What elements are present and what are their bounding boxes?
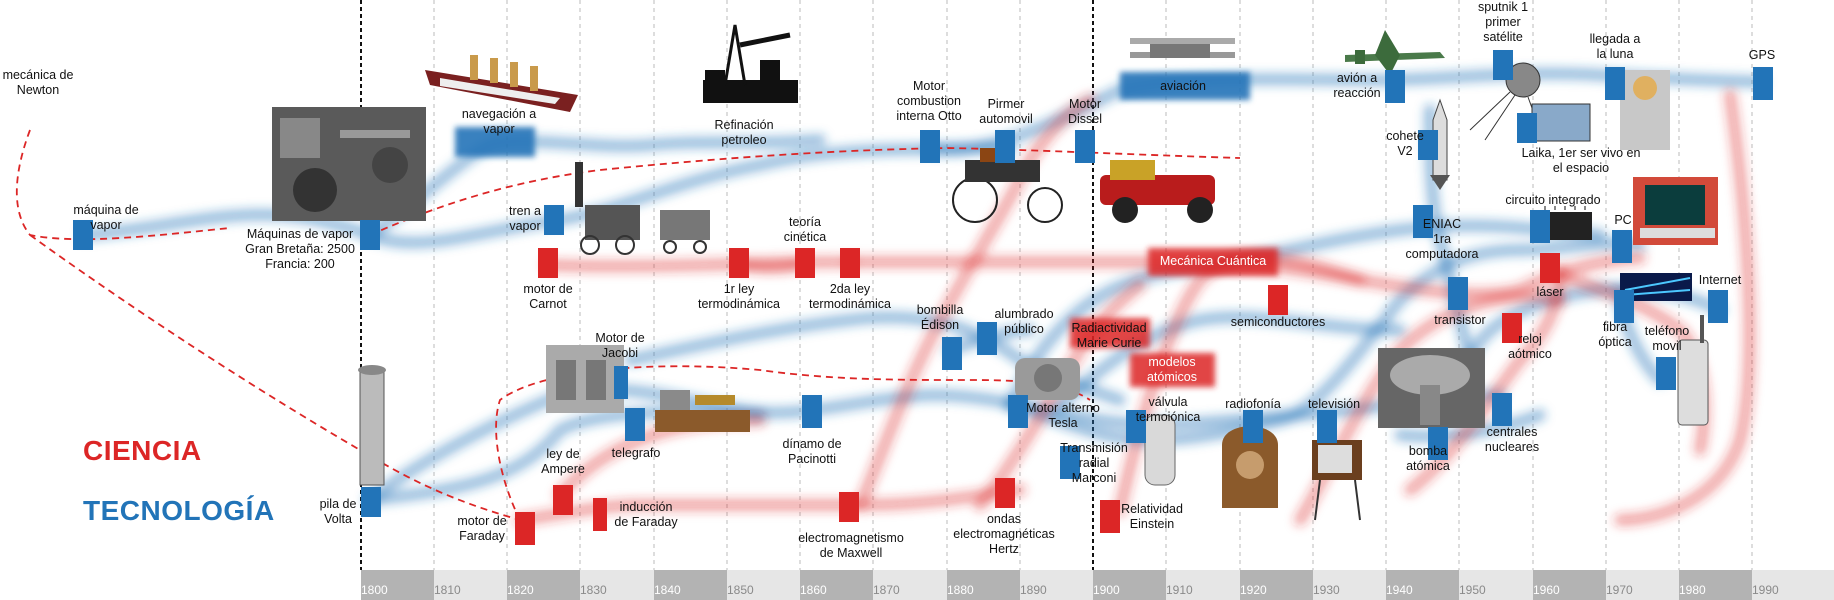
tesla-motor-image [1015,358,1080,400]
label-otto-engine: Motor combustion interna Otto [896,79,962,123]
year-1890: 1890 [1020,583,1047,597]
label-marconi: Transmisión radial Marconi [1060,441,1128,485]
label-kinetic-theory: teoría cinética [783,215,827,244]
label-laika: Laika, 1er ser vivo en el espacio [1521,146,1641,175]
label-steam-engines-count: Máquinas de vapor Gran Bretaña: 2500 Fra… [245,227,355,271]
year-1800: 1800 [361,583,388,597]
label-television: televisión [1307,397,1361,411]
year-1810: 1810 [434,583,461,597]
label-second-law: 2da ley termodinámica [809,282,891,311]
label-eniac: ENIAC 1ra computadora [1405,217,1479,261]
year-1900: 1900 [1093,583,1120,597]
label-steam-engine: máquina de vapor [73,203,139,232]
science-markers [515,248,1560,545]
jacobi-motor-image [546,345,624,413]
label-v2-rocket: cohete V2 [1386,129,1424,158]
label-gps: GPS [1748,48,1776,62]
label-first-law: 1r ley termodinámica [698,282,780,311]
label-faraday-induction: inducción de Faraday [614,500,678,529]
label-volta-pile: pila de Volta [319,497,357,526]
label-public-lighting: alumbrado público [994,307,1054,336]
label-transistor: transistor [1434,313,1486,327]
technology-markers [73,50,1773,517]
label-faraday-motor: motor de Faraday [457,514,507,543]
year-1940: 1940 [1386,583,1413,597]
year-1960: 1960 [1533,583,1560,597]
highlight-boxes [455,72,1278,387]
year-1840: 1840 [654,583,681,597]
label-edison-bulb: bombilla Édison [916,303,964,332]
label-jet: avión a reacción [1333,71,1381,100]
label-mobile-phone: teléfono movil [1644,324,1690,353]
label-atomic-bomb: bomba atómica [1406,444,1450,473]
label-steam-train: tren a vapor [509,204,541,233]
mobile-phone-image [1677,315,1709,426]
year-1820: 1820 [507,583,534,597]
label-internet: Internet [1698,273,1742,287]
jet-image [1345,30,1445,75]
tv-image [1312,440,1362,521]
label-tesla-motor: Motor alterno Tesla [1026,401,1100,430]
year-1930: 1930 [1313,583,1340,597]
label-integrated-circuit: circuito integrado [1505,193,1601,207]
year-1950: 1950 [1459,583,1486,597]
year-1910: 1910 [1166,583,1193,597]
year-1860: 1860 [800,583,827,597]
label-moon-landing: llegada a la luna [1589,32,1641,61]
radio-image [1222,426,1278,508]
voltaic-pile-image [358,365,386,486]
label-ampere-law: ley de Ampere [541,447,585,476]
label-semiconductors: semiconductores [1230,315,1326,329]
legend-science: CIENCIA [83,435,202,466]
label-pc: PC [1614,213,1632,227]
vacuum-tube-image [1144,414,1176,486]
year-1850: 1850 [727,583,754,597]
label-nuclear-plants: centrales nucleares [1484,425,1540,454]
label-carnot: motor de Carnot [523,282,573,311]
year-1920: 1920 [1240,583,1267,597]
factory-image [272,107,426,221]
year-1870: 1870 [873,583,900,597]
red-car-image [1100,160,1215,223]
year-axis [361,570,1834,600]
year-1830: 1830 [580,583,607,597]
label-optical-fiber: fibra óptica [1598,320,1632,349]
year-1990: 1990 [1752,583,1779,597]
label-sputnik: sputnik 1 primer satélite [1477,0,1529,44]
label-pacinotti-dynamo: dínamo de Pacinotti [782,437,842,466]
year-1880: 1880 [947,583,974,597]
label-radioactivity: Radiactividad Marie Curie [1071,321,1147,350]
label-maxwell: electromagnetismo de Maxwell [798,531,904,560]
label-atomic-clock: reloj aótmico [1508,332,1552,361]
pc-image [1633,177,1718,245]
laika-image [1531,103,1591,142]
legend-technology: TECNOLOGÍA [83,495,275,526]
year-1970: 1970 [1606,583,1633,597]
label-steam-navigation: navegación a vapor [461,107,537,136]
astronaut-image [1620,70,1670,150]
year-1980: 1980 [1679,583,1706,597]
label-newton: mecánica de Newton [2,68,74,97]
label-vacuum-tube: válvula termoiónica [1135,395,1201,424]
label-oil-refining: Refinación petroleo [714,118,774,147]
label-laser: láser [1536,285,1564,299]
label-jacobi-motor: Motor de Jacobi [595,331,645,360]
telegraph-image [655,390,750,432]
label-hertz: ondas electromagnéticas Hertz [953,512,1055,556]
label-einstein: Relatividad Einstein [1121,502,1183,531]
biplane-image [1130,38,1235,58]
label-telegraph: telegrafo [611,446,661,460]
steamship-image [425,55,578,112]
atomic-bomb-image [1378,348,1485,428]
label-atomic-models: modelos atómicos [1146,355,1198,384]
label-diesel-engine: Motor Dissel [1067,97,1103,126]
label-quantum-mechanics: Mecánica Cuántica [1159,254,1267,268]
label-first-car: Pirmer automovil [979,97,1033,126]
oil-pump-image [703,24,798,103]
label-radio: radiofonía [1225,397,1281,411]
label-aviation: aviación [1160,79,1206,93]
locomotive-image [575,162,710,255]
